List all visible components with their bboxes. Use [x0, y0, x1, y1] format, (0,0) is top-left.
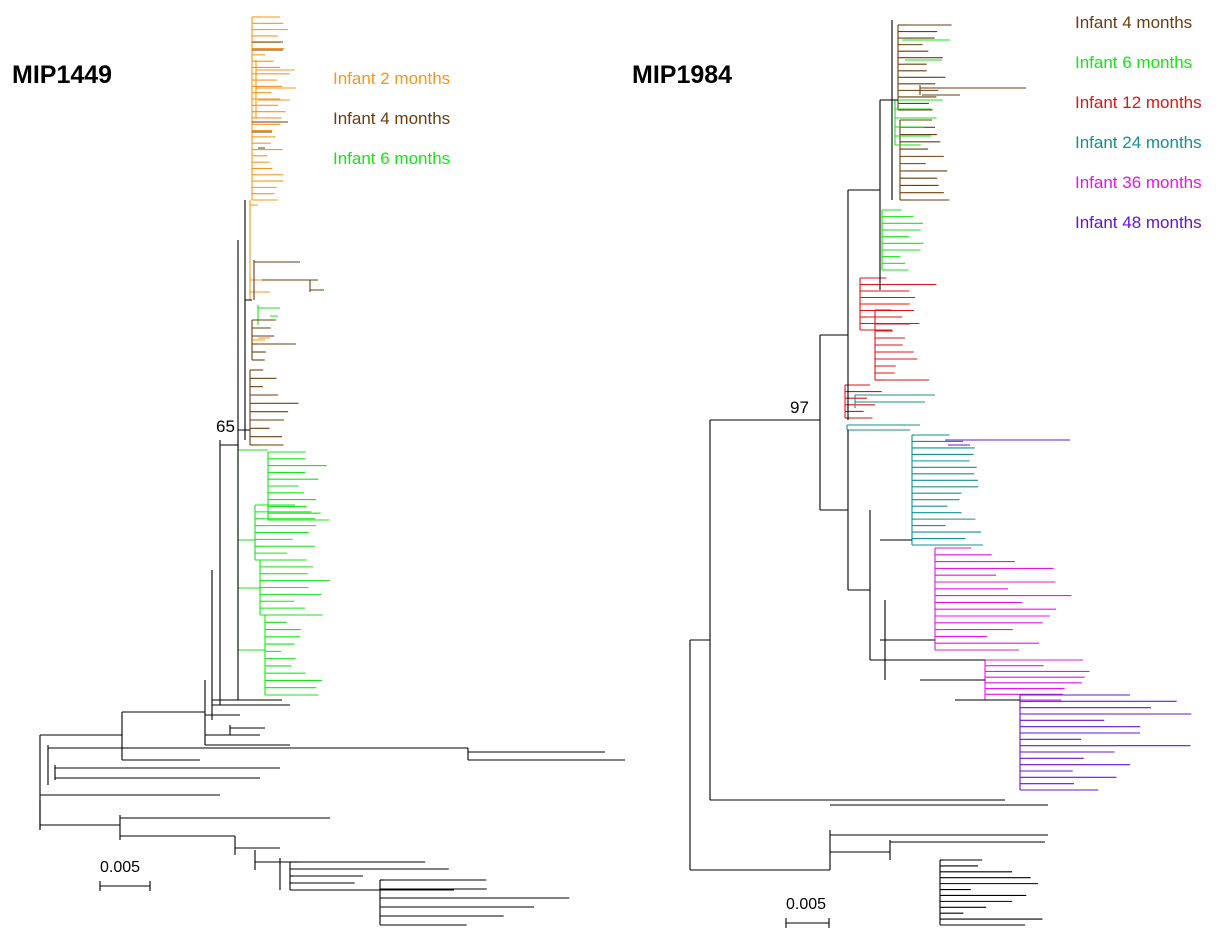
left-legend-item-2m: Infant 2 months — [333, 69, 450, 88]
left-scale-bar — [99, 881, 151, 891]
right-root — [689, 639, 1048, 871]
left-title: MIP1449 — [12, 61, 112, 89]
left-6m-links — [238, 449, 268, 651]
left-mid-4m — [253, 260, 324, 300]
right-legend-item-24m: Infant 24 months — [1075, 133, 1202, 152]
left-outgroup-1 — [47, 745, 625, 785]
left-backbone — [204, 200, 246, 745]
right-backbone-links — [710, 99, 898, 591]
left-outgroup-3 — [39, 794, 330, 840]
left-lower-tips — [205, 714, 290, 746]
right-tip-24m — [854, 394, 935, 408]
right-legend-item-4m: Infant 4 months — [1075, 13, 1192, 32]
left-outgroup-4 — [234, 836, 375, 890]
right-outgroup-1 — [829, 830, 1048, 870]
right-scale-bar — [785, 918, 830, 928]
right-tree — [689, 20, 1192, 926]
left-mid-2m — [249, 200, 285, 300]
left-tip-4m — [252, 41, 288, 149]
left-root — [39, 711, 205, 830]
left-small-6m — [257, 305, 280, 325]
left-backbone-links — [212, 299, 290, 706]
left-outgroup-2 — [54, 765, 280, 780]
right-legend-item-6m: Infant 6 months — [1075, 53, 1192, 72]
right-support-value: 97 — [790, 398, 809, 417]
left-scale-label: 0.005 — [100, 859, 140, 876]
right-scale-label: 0.005 — [786, 896, 826, 913]
right-legend-item-48m: Infant 48 months — [1075, 213, 1202, 232]
left-sub-2m — [255, 60, 296, 118]
left-support-value: 65 — [216, 417, 235, 436]
right-tip-24m-b — [846, 424, 920, 431]
right-legend-item-12m: Infant 12 months — [1075, 93, 1202, 112]
right-title: MIP1984 — [632, 61, 732, 89]
left-legend-item-6m: Infant 6 months — [333, 149, 450, 168]
left-tree — [39, 16, 625, 926]
right-legend-item-36m: Infant 36 months — [1075, 173, 1202, 192]
right-tip-6m-top — [902, 39, 950, 61]
right-inner-links — [870, 539, 1020, 701]
left-legend-item-4m: Infant 4 months — [333, 109, 450, 128]
left-tip-2m-b — [252, 337, 270, 341]
right-tip-48m-top — [945, 439, 1070, 446]
right-long-4m — [919, 85, 1026, 96]
